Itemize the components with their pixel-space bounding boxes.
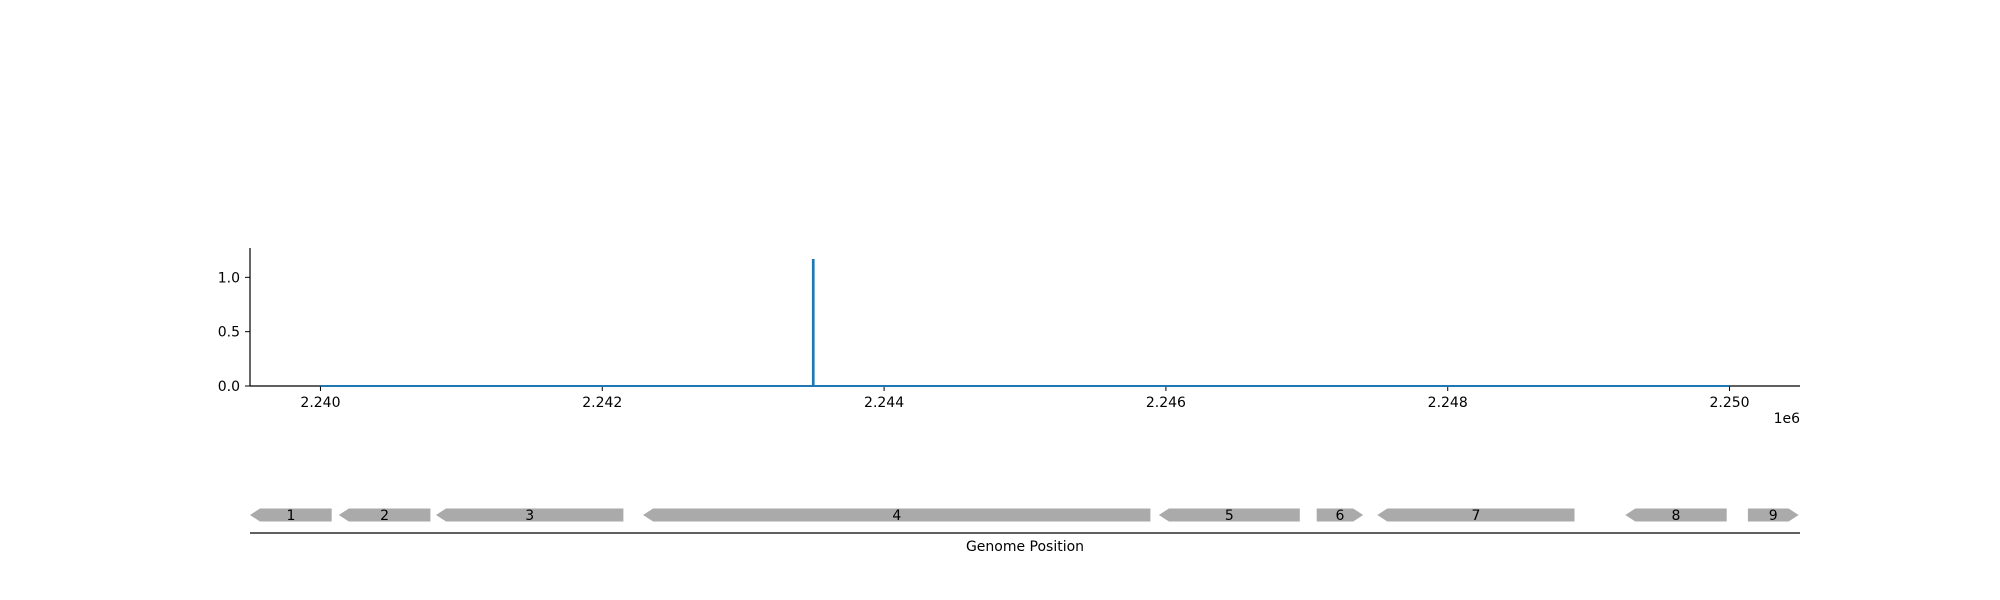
gene-arrow [1625, 508, 1727, 522]
x-tick-label: 2.242 [582, 395, 622, 411]
gene-label: 7 [1471, 508, 1480, 524]
x-tick-label: 2.240 [300, 395, 340, 411]
gene-label: 3 [525, 508, 534, 524]
gene-label: 1 [286, 508, 295, 524]
gene-arrow [250, 508, 332, 522]
gene-arrow-group: 1 2 3 4 5 6 7 8 9 [250, 508, 1799, 524]
y-tick-label: 0.5 [218, 325, 240, 341]
gene-arrow [1316, 508, 1364, 522]
gene-arrow [1377, 508, 1575, 522]
gene-label: 8 [1672, 508, 1681, 524]
gene-arrow [436, 508, 624, 522]
gene-label: 4 [892, 508, 901, 524]
y-tick-group: 0.0 0.5 1.0 [218, 270, 250, 395]
x-tick-group: 2.240 2.242 2.244 2.246 2.248 2.250 [300, 386, 1750, 411]
coverage-plot: 0.0 0.5 1.0 2.240 2.242 2.244 2.246 2.248 2.250… [218, 248, 1800, 427]
gene-arrow [1158, 508, 1300, 522]
x-tick-label: 2.248 [1428, 395, 1468, 411]
gene-arrow [1747, 508, 1799, 522]
axis-offset-label: 1e6 [1774, 411, 1801, 427]
gene-track: 1 2 3 4 5 6 7 8 9 Genome Position [250, 508, 1800, 555]
gene-arrow [643, 508, 1151, 522]
y-tick-label: 0.0 [218, 379, 240, 395]
x-tick-label: 2.244 [864, 395, 904, 411]
y-tick-label: 1.0 [218, 270, 240, 286]
x-tick-label: 2.250 [1709, 395, 1749, 411]
x-axis-title: Genome Position [966, 539, 1084, 555]
x-tick-label: 2.246 [1146, 395, 1186, 411]
gene-label: 5 [1225, 508, 1234, 524]
gene-arrow [338, 508, 431, 522]
gene-label: 2 [380, 508, 389, 524]
gene-label: 6 [1335, 508, 1344, 524]
gene-label: 9 [1769, 508, 1778, 524]
coverage-series-line [320, 259, 1730, 387]
